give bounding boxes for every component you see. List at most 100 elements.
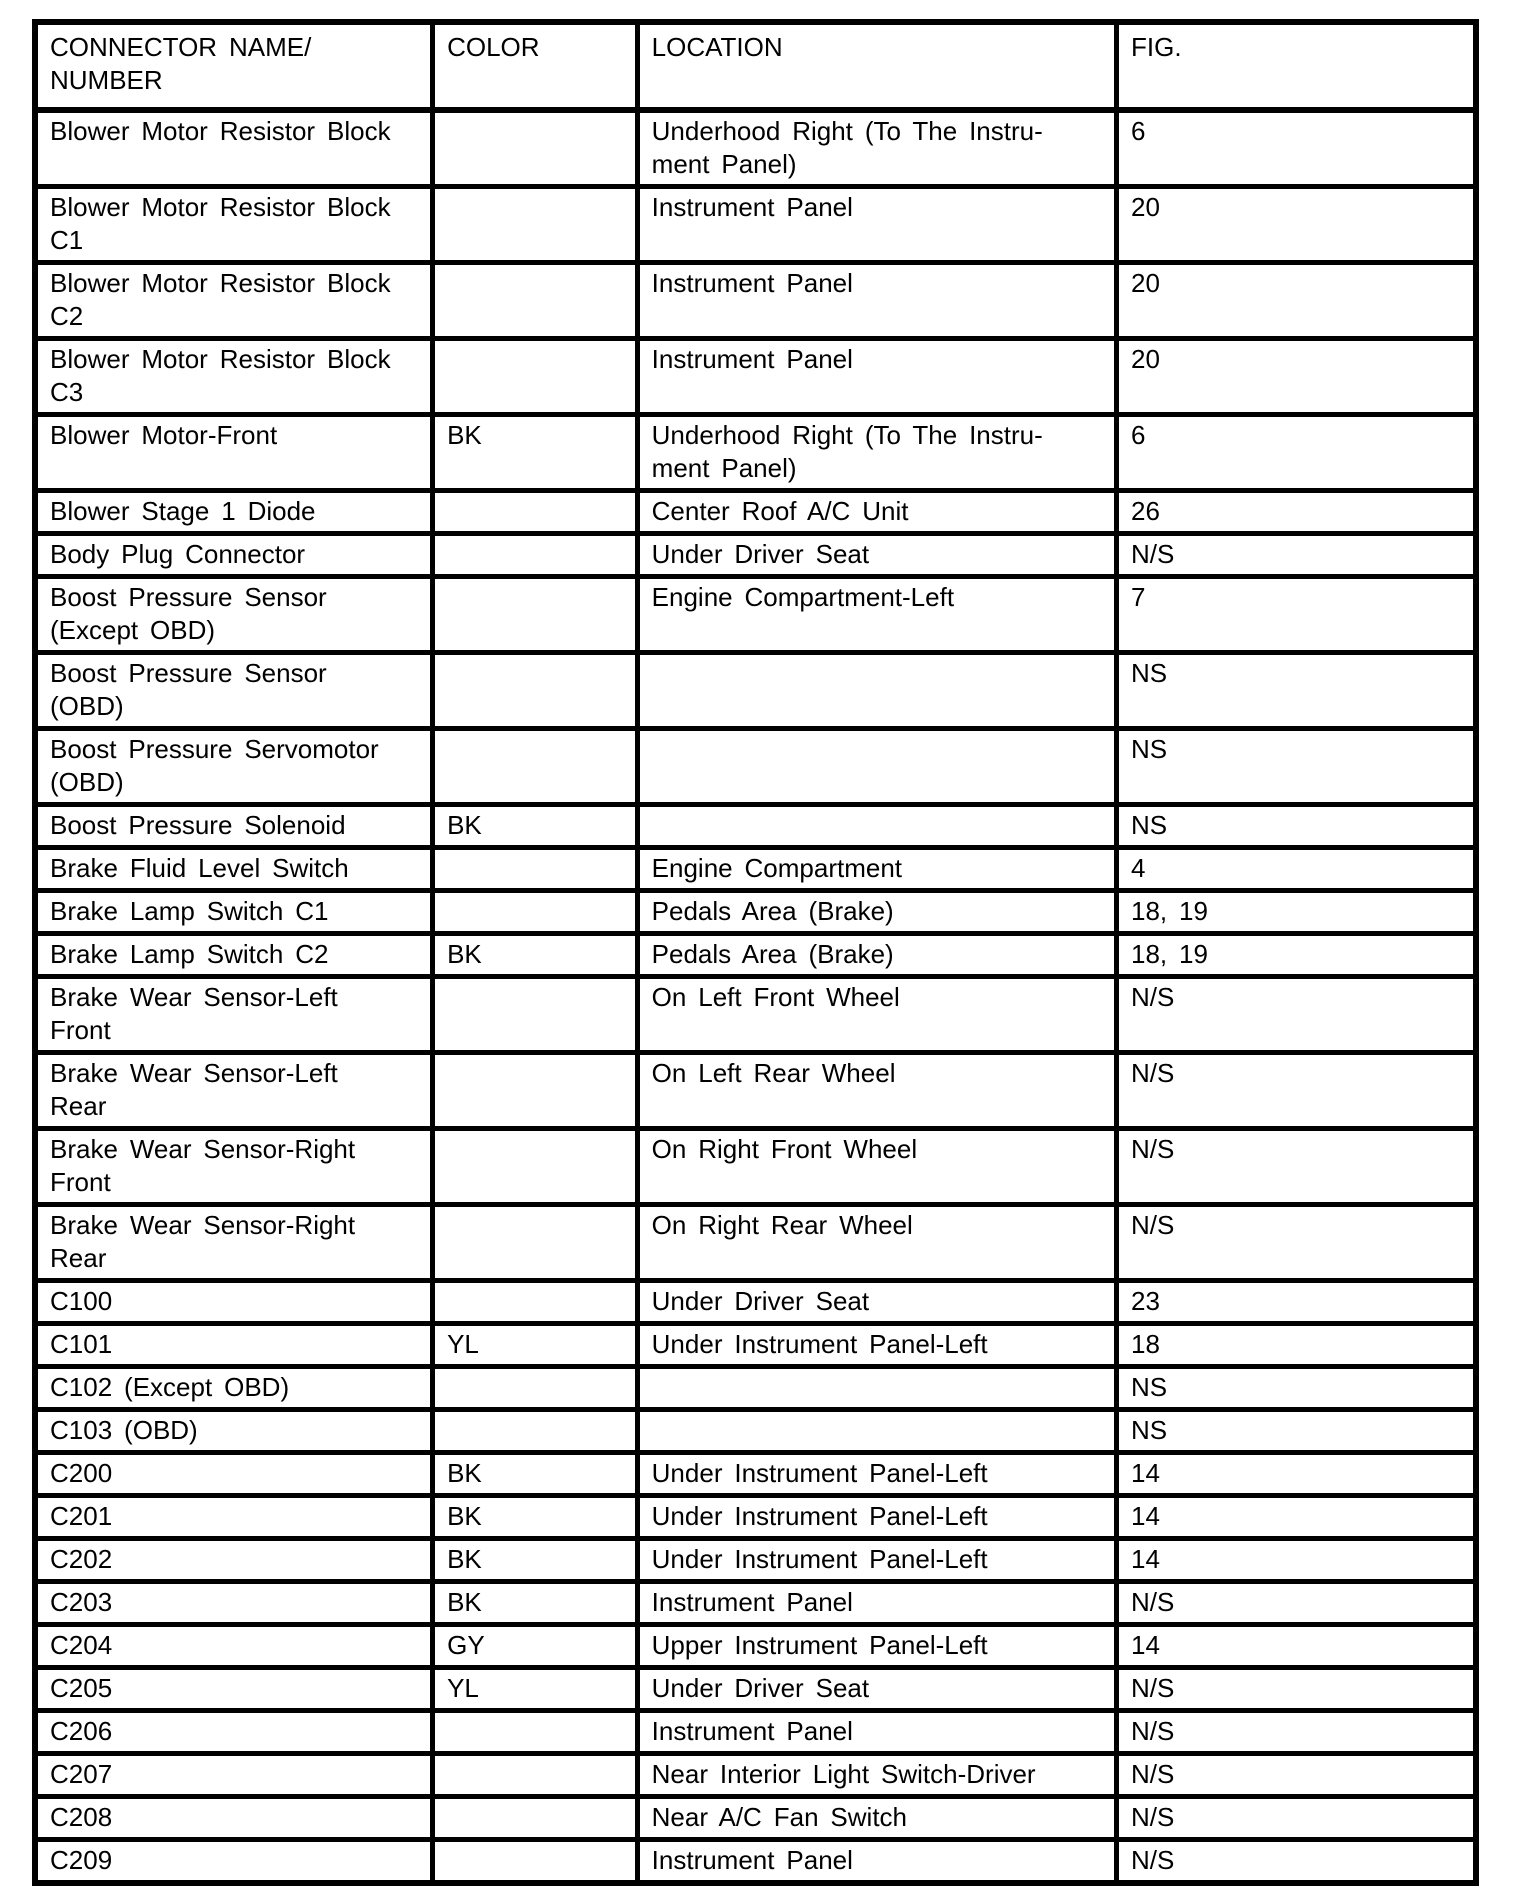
cell-location: Under Instrument Panel-Left (639, 1455, 1119, 1498)
cell-connector-name: Blower Motor Resistor Block C3 (38, 341, 436, 417)
cell-connector-name: C200 (38, 1455, 436, 1498)
cell-location: Near A/C Fan Switch (639, 1799, 1119, 1842)
table-row: Blower Stage 1 Diode Center Roof A/C Unit… (38, 493, 1473, 536)
cell-color (435, 893, 640, 936)
cell-location: Under Instrument Panel-Left (639, 1541, 1119, 1584)
table-row: C207 Near Interior Light Switch-Driver N/S (38, 1756, 1473, 1799)
cell-connector-name: Brake Lamp Switch C2 (38, 936, 436, 979)
table-row: Brake Fluid Level Switch Engine Compartme… (38, 850, 1473, 893)
table-row: C200 BK Under Instrument Panel-Left 14 (38, 1455, 1473, 1498)
cell-color (435, 189, 640, 265)
cell-color (435, 1412, 640, 1455)
table-row: C209 Instrument Panel N/S (38, 1842, 1473, 1880)
table-row: C102 (Except OBD) NS (38, 1369, 1473, 1412)
column-header-fig: FIG. (1118, 25, 1473, 113)
cell-location: Underhood Right (To The Instru- ment Pan… (639, 113, 1119, 189)
cell-location: Under Driver Seat (639, 1283, 1119, 1326)
cell-location: On Left Rear Wheel (639, 1055, 1119, 1131)
cell-connector-name: Brake Lamp Switch C1 (38, 893, 436, 936)
cell-location: Under Instrument Panel-Left (639, 1326, 1119, 1369)
cell-location: Instrument Panel (639, 1584, 1119, 1627)
cell-connector-name: Brake Wear Sensor-Left Front (38, 979, 436, 1055)
column-header-connector-name: CONNECTOR NAME/ NUMBER (38, 25, 436, 113)
cell-color (435, 1756, 640, 1799)
table-row: Brake Lamp Switch C1 Pedals Area (Brake) 1… (38, 893, 1473, 936)
cell-color (435, 265, 640, 341)
cell-color: YL (435, 1326, 640, 1369)
cell-color (435, 1842, 640, 1880)
cell-connector-name: Blower Motor-Front (38, 417, 436, 493)
table-row: C100 Under Driver Seat 23 (38, 1283, 1473, 1326)
cell-location: Instrument Panel (639, 1713, 1119, 1756)
cell-fig: N/S (1118, 1207, 1473, 1283)
table-row: C205 YL Under Driver Seat N/S (38, 1670, 1473, 1713)
cell-location (639, 1369, 1119, 1412)
connector-table: CONNECTOR NAME/ NUMBER COLOR LOCATION FI… (32, 19, 1479, 1886)
cell-fig: N/S (1118, 1584, 1473, 1627)
cell-fig: NS (1118, 731, 1473, 807)
table-row: Blower Motor-Front BK Underhood Right (To … (38, 417, 1473, 493)
cell-color (435, 536, 640, 579)
cell-fig: 18, 19 (1118, 893, 1473, 936)
column-header-color: COLOR (435, 25, 640, 113)
cell-color (435, 113, 640, 189)
cell-color: BK (435, 936, 640, 979)
table-row: Brake Wear Sensor-Left Rear On Left Rear … (38, 1055, 1473, 1131)
cell-fig: N/S (1118, 1756, 1473, 1799)
cell-location: Near Interior Light Switch-Driver (639, 1756, 1119, 1799)
cell-connector-name: C206 (38, 1713, 436, 1756)
cell-color: YL (435, 1670, 640, 1713)
cell-fig: N/S (1118, 1670, 1473, 1713)
cell-color (435, 493, 640, 536)
cell-fig: 18 (1118, 1326, 1473, 1369)
cell-connector-name: C205 (38, 1670, 436, 1713)
cell-location: Instrument Panel (639, 341, 1119, 417)
cell-color (435, 979, 640, 1055)
cell-location: Upper Instrument Panel-Left (639, 1627, 1119, 1670)
table-row: C208 Near A/C Fan Switch N/S (38, 1799, 1473, 1842)
cell-color (435, 731, 640, 807)
cell-color (435, 1131, 640, 1207)
table-row: C201 BK Under Instrument Panel-Left 14 (38, 1498, 1473, 1541)
cell-connector-name: C203 (38, 1584, 436, 1627)
table-row: Brake Lamp Switch C2 BK Pedals Area (Brake… (38, 936, 1473, 979)
cell-connector-name: C208 (38, 1799, 436, 1842)
cell-location: Under Driver Seat (639, 536, 1119, 579)
cell-location: Under Instrument Panel-Left (639, 1498, 1119, 1541)
cell-fig: 6 (1118, 417, 1473, 493)
cell-fig: 26 (1118, 493, 1473, 536)
cell-fig: NS (1118, 1369, 1473, 1412)
cell-color: BK (435, 1498, 640, 1541)
cell-location: Instrument Panel (640, 1842, 1119, 1880)
cell-fig: 14 (1118, 1455, 1473, 1498)
table-row: Blower Motor Resistor Block Underhood Rig… (38, 113, 1473, 189)
cell-connector-name: C202 (38, 1541, 436, 1584)
cell-connector-name: C101 (38, 1326, 436, 1369)
cell-color (435, 579, 640, 655)
table-row: Brake Wear Sensor-Left Front On Left Fron… (38, 979, 1473, 1055)
cell-connector-name: C103 (OBD) (38, 1412, 436, 1455)
table-row: C202 BK Under Instrument Panel-Left 14 (38, 1541, 1473, 1584)
cell-color (435, 655, 640, 731)
document-page: CONNECTOR NAME/ NUMBER COLOR LOCATION FI… (32, 19, 1479, 1886)
cell-color (435, 1369, 640, 1412)
table-row: Boost Pressure Solenoid BK NS (38, 807, 1473, 850)
cell-location: Pedals Area (Brake) (639, 936, 1119, 979)
cell-connector-name: Brake Wear Sensor-Right Front (38, 1131, 436, 1207)
table-row: Blower Motor Resistor Block C2 Instrument… (38, 265, 1473, 341)
cell-fig: 14 (1118, 1498, 1473, 1541)
cell-color: GY (435, 1627, 640, 1670)
table-row: Brake Wear Sensor-Right Rear On Right Rea… (38, 1207, 1473, 1283)
cell-fig: N/S (1118, 1799, 1473, 1842)
table-row: Boost Pressure Servomotor (OBD) NS (38, 731, 1473, 807)
cell-color: BK (435, 417, 640, 493)
cell-location: On Right Front Wheel (639, 1131, 1119, 1207)
cell-color (435, 1283, 640, 1326)
cell-connector-name: Blower Motor Resistor Block C1 (38, 189, 436, 265)
table-row: C206 Instrument Panel N/S (38, 1713, 1473, 1756)
cell-connector-name: C207 (38, 1756, 436, 1799)
cell-location: Center Roof A/C Unit (639, 493, 1119, 536)
cell-fig: N/S (1118, 1131, 1473, 1207)
cell-connector-name: Blower Stage 1 Diode (38, 493, 436, 536)
cell-location: Engine Compartment (639, 850, 1119, 893)
